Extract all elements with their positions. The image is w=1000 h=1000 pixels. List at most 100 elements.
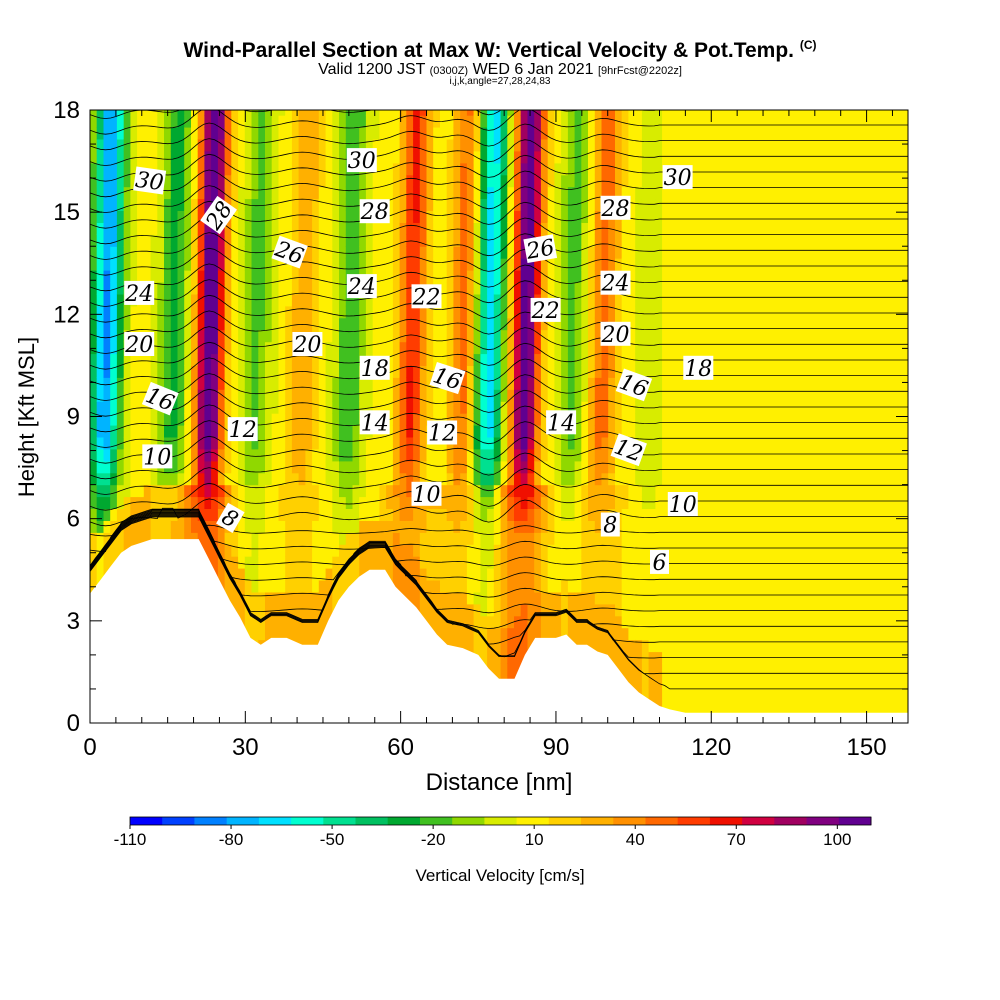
field-cell bbox=[177, 460, 185, 474]
field-cell bbox=[184, 484, 192, 498]
field-cell bbox=[399, 317, 407, 331]
field-cell bbox=[90, 329, 98, 343]
field-cell bbox=[635, 532, 643, 545]
field-cell bbox=[487, 174, 495, 188]
field-cell bbox=[325, 317, 333, 331]
field-cell bbox=[615, 603, 623, 617]
field-cell bbox=[655, 484, 663, 498]
field-cell bbox=[527, 341, 535, 355]
field-cell bbox=[453, 520, 461, 533]
field-cell bbox=[291, 222, 300, 235]
field-cell bbox=[648, 591, 656, 605]
field-cell bbox=[615, 532, 623, 545]
field-cell bbox=[453, 341, 461, 355]
field-cell bbox=[231, 484, 239, 498]
field-cell bbox=[265, 270, 273, 283]
field-cell bbox=[440, 520, 448, 533]
field-cell bbox=[648, 329, 656, 343]
field-cell bbox=[675, 210, 683, 223]
field-cell bbox=[715, 496, 724, 509]
field-cell bbox=[251, 603, 259, 617]
field-cell bbox=[164, 341, 172, 355]
field-cell bbox=[271, 520, 279, 533]
field-cell bbox=[689, 110, 697, 116]
field-cell bbox=[594, 246, 603, 259]
field-cell bbox=[352, 377, 360, 390]
field-cell bbox=[90, 138, 98, 152]
field-cell bbox=[594, 353, 603, 366]
field-cell bbox=[500, 413, 508, 426]
field-cell bbox=[265, 377, 273, 390]
field-cell bbox=[345, 472, 354, 486]
field-cell bbox=[648, 520, 656, 533]
field-cell bbox=[574, 413, 582, 426]
field-cell bbox=[137, 377, 145, 390]
field-cell bbox=[251, 544, 259, 557]
field-cell bbox=[554, 115, 562, 128]
field-cell bbox=[689, 544, 697, 557]
field-cell bbox=[722, 198, 730, 211]
field-cell bbox=[110, 186, 118, 200]
field-cell bbox=[729, 210, 737, 223]
field-cell bbox=[440, 282, 448, 295]
field-cell bbox=[695, 174, 703, 188]
field-cell bbox=[164, 425, 172, 438]
field-cell bbox=[318, 508, 327, 521]
field-cell bbox=[453, 496, 461, 509]
field-cell bbox=[170, 115, 179, 128]
field-cell bbox=[211, 270, 219, 283]
field-cell bbox=[466, 138, 475, 152]
field-cell bbox=[110, 472, 118, 486]
field-cell bbox=[271, 293, 279, 307]
field-cell bbox=[285, 544, 293, 557]
field-cell bbox=[682, 639, 690, 653]
field-cell bbox=[318, 293, 327, 307]
field-cell bbox=[682, 270, 690, 283]
field-cell bbox=[271, 127, 279, 140]
field-cell bbox=[251, 341, 259, 355]
field-cell bbox=[527, 508, 535, 521]
field-cell bbox=[561, 110, 569, 116]
field-cell bbox=[157, 353, 165, 366]
field-cell bbox=[574, 603, 582, 617]
field-cell bbox=[433, 532, 441, 545]
field-cell bbox=[379, 472, 387, 486]
field-cell bbox=[339, 222, 347, 235]
field-cell bbox=[453, 413, 461, 426]
field-cell bbox=[662, 293, 670, 307]
field-cell bbox=[305, 234, 313, 247]
field-cell bbox=[641, 174, 650, 188]
field-cell bbox=[655, 258, 663, 271]
field-cell bbox=[695, 556, 703, 569]
field-cell bbox=[116, 544, 125, 557]
field-cell bbox=[143, 365, 152, 378]
field-cell bbox=[238, 496, 246, 509]
field-cell bbox=[487, 353, 495, 366]
field-cell bbox=[130, 210, 138, 223]
field-cell bbox=[675, 639, 683, 653]
field-cell bbox=[170, 162, 179, 176]
field-cell bbox=[466, 580, 475, 593]
field-cell bbox=[581, 448, 589, 462]
field-cell bbox=[527, 389, 535, 402]
field-cell bbox=[601, 425, 609, 438]
field-cell bbox=[143, 198, 152, 211]
field-cell bbox=[662, 639, 670, 653]
field-cell bbox=[709, 401, 717, 414]
field-cell bbox=[164, 150, 172, 164]
field-cell bbox=[675, 258, 683, 271]
field-cell bbox=[359, 532, 367, 545]
field-cell bbox=[480, 127, 488, 140]
field-cell bbox=[709, 436, 717, 450]
field-cell bbox=[628, 174, 636, 188]
field-cell bbox=[480, 110, 488, 116]
field-cell bbox=[641, 580, 650, 593]
field-cell bbox=[150, 484, 158, 498]
field-cell bbox=[480, 377, 488, 390]
field-cell bbox=[258, 580, 266, 593]
field-cell bbox=[695, 127, 703, 140]
field-cell bbox=[291, 210, 300, 223]
field-cell bbox=[90, 293, 98, 307]
field-cell bbox=[271, 234, 279, 247]
field-cell bbox=[615, 472, 623, 486]
